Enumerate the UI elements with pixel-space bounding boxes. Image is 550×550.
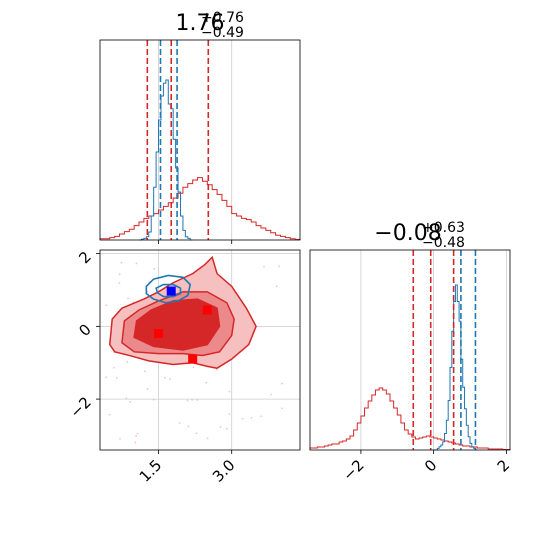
right-x-tick-label-2: 0	[421, 456, 440, 475]
title-x-main: 1.76	[176, 11, 225, 36]
title-x-sub: −0.49	[201, 25, 244, 41]
y-tick-label-3: 2	[75, 248, 94, 267]
title-y-main: −0.08	[374, 221, 441, 246]
scatter-point	[281, 382, 283, 385]
marker-red-0	[154, 329, 164, 339]
scatter-point	[112, 366, 115, 369]
marker-red-1	[188, 354, 198, 364]
scatter-point	[225, 427, 228, 430]
y-tick-label-2: 0	[75, 320, 94, 339]
scatter-point	[118, 273, 121, 276]
scatter-point	[127, 297, 129, 300]
scatter-point	[263, 265, 265, 268]
scatter-point	[250, 416, 253, 419]
scatter-point	[278, 265, 280, 268]
joint-2d-panel	[96, 249, 301, 454]
scatter-point	[187, 425, 190, 428]
scatter-point	[118, 282, 121, 284]
histogram-x-red-series	[99, 177, 301, 240]
scatter-point	[146, 387, 149, 390]
marker-blue-0	[166, 286, 176, 296]
scatter-point	[228, 390, 231, 393]
scatter-point	[126, 361, 129, 363]
scatter-point	[169, 378, 171, 380]
scatter-point	[120, 261, 123, 264]
histogram-x-blue-series	[139, 79, 193, 241]
scatter-point	[178, 422, 181, 424]
scatter-point	[135, 435, 138, 437]
histogram-y-red-series	[309, 387, 511, 450]
x-tick-label-1: 1.5	[136, 456, 166, 486]
scatter-point	[195, 432, 198, 435]
scatter-point	[241, 417, 244, 420]
joint-2d-frame	[99, 249, 301, 451]
scatter-point	[186, 399, 189, 402]
scatter-point	[219, 426, 222, 428]
scatter-point	[115, 377, 118, 379]
title-x-sup: +0.76	[201, 10, 244, 26]
scatter-point	[135, 262, 138, 265]
histogram-x-panel	[99, 39, 301, 244]
scatter-point	[136, 432, 139, 435]
scatter-point	[215, 368, 218, 371]
scatter-point	[270, 393, 272, 396]
scatter-point	[260, 415, 263, 418]
x-tick-label-2: 3.0	[209, 456, 239, 486]
scatter-point	[196, 399, 199, 401]
right-x-tick-label-1: −2	[339, 456, 367, 484]
y-tick-label-1: −2	[66, 393, 94, 421]
contour-blue-outer	[145, 274, 192, 304]
histogram-y-panel	[309, 249, 511, 454]
marker-red-2	[202, 305, 212, 315]
scatter-point	[119, 438, 121, 440]
contour-blue-inner	[155, 283, 182, 298]
title-y-sup: +0.63	[422, 220, 465, 236]
scatter-point	[105, 304, 108, 307]
scatter-point	[153, 267, 156, 270]
scatter-point	[129, 401, 131, 403]
title-x: 1.76	[176, 11, 225, 36]
scatter-point	[228, 413, 231, 415]
histogram-y-frame	[309, 249, 511, 451]
scatter-point	[105, 376, 108, 379]
scatter-point	[108, 413, 111, 416]
histogram-x-frame	[99, 39, 301, 241]
scatter-point	[281, 407, 283, 410]
scatter-point	[134, 441, 137, 444]
scatter-point	[275, 285, 278, 288]
scatter-point	[143, 370, 146, 373]
scatter-point	[206, 437, 209, 440]
title-y: −0.08	[374, 221, 441, 246]
title-y-sub: −0.48	[422, 235, 465, 251]
right-x-tick-label-3: 2	[494, 456, 513, 475]
scatter-point	[205, 381, 208, 384]
scatter-point	[192, 366, 195, 369]
histogram-y-blue-series	[433, 284, 478, 451]
scatter-point	[163, 376, 166, 379]
